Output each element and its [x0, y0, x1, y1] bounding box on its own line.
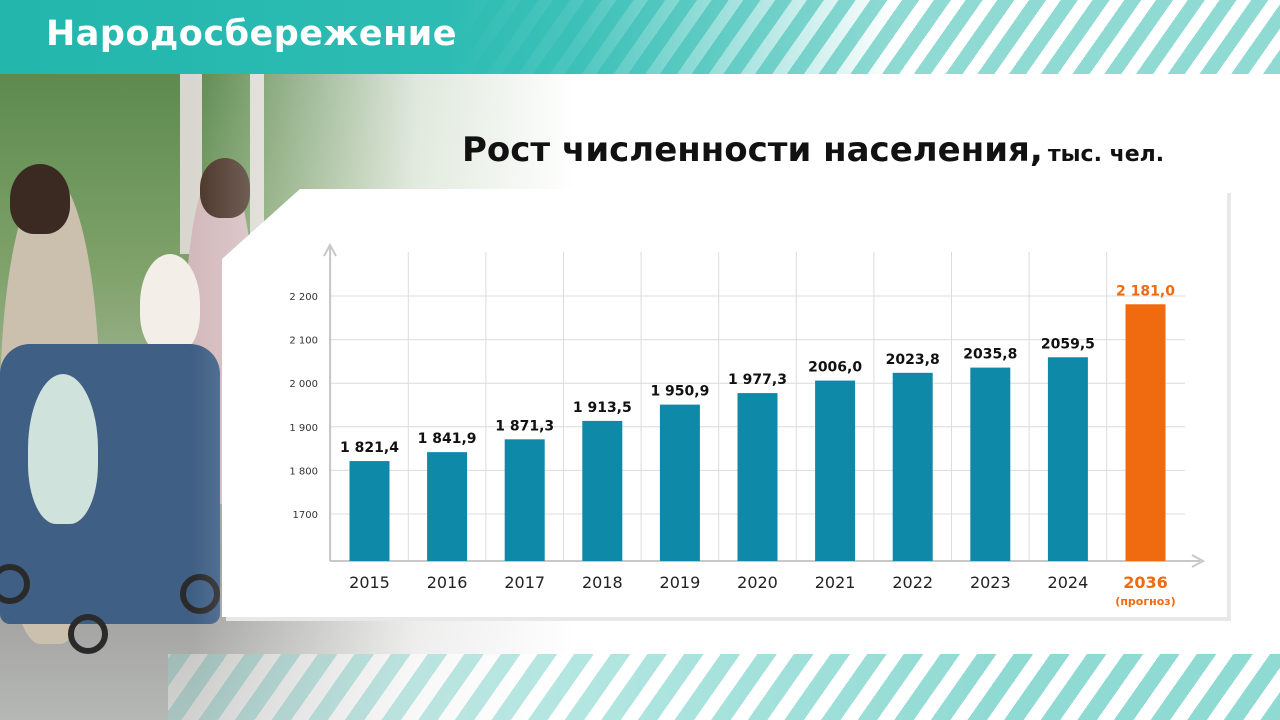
- header-band-fill: [0, 0, 1280, 74]
- bar-2022: [892, 372, 933, 561]
- value-label: 2059,5: [1041, 336, 1095, 352]
- y-axis-ticks: 2 200 2 100 2 000 1 900 1 800 1700: [289, 292, 318, 521]
- bar-2016: [427, 452, 468, 561]
- y-tick-label: 1 800: [289, 466, 318, 477]
- x-tick-note: (прогноз): [1115, 595, 1175, 608]
- y-tick-label: 2 100: [289, 336, 318, 347]
- bar-2036: [1125, 304, 1166, 561]
- value-label: 1 913,5: [573, 400, 632, 416]
- x-tick-label: 2017: [504, 573, 545, 592]
- bar-2020: [737, 393, 778, 561]
- chart-title: Рост численности населения, тыс. чел.: [462, 130, 1164, 170]
- x-tick-label: 2036: [1123, 573, 1168, 592]
- value-label: 2023,8: [886, 352, 940, 368]
- x-tick-label: 2022: [892, 573, 933, 592]
- x-tick-label: 2021: [815, 573, 856, 592]
- x-axis-arrow: [1191, 554, 1206, 568]
- y-tick-label: 2 000: [289, 379, 318, 390]
- x-tick-label: 2019: [660, 573, 701, 592]
- value-label: 1 950,9: [650, 384, 709, 400]
- bar-2021: [815, 380, 856, 561]
- value-label: 1 841,9: [418, 431, 477, 447]
- bar-2019: [659, 404, 700, 561]
- background-photo: [0, 74, 640, 720]
- y-tick-label: 2 200: [289, 292, 318, 303]
- x-tick-label: 2023: [970, 573, 1011, 592]
- x-tick-label: 2024: [1048, 573, 1089, 592]
- bar-2024: [1047, 357, 1088, 561]
- header-band: Народосбережение: [0, 0, 1280, 74]
- brand-title: Народосбережение: [46, 14, 458, 54]
- x-tick-label: 2015: [349, 573, 390, 592]
- bar-2018: [582, 420, 623, 561]
- value-label: 2 181,0: [1116, 283, 1175, 299]
- value-label: 2006,0: [808, 360, 862, 376]
- x-axis-labels: 2015 2016 2017 2018 2019 2020 2021 2022 2023 2024…: [349, 573, 1176, 608]
- chart-bars: [349, 304, 1166, 561]
- x-tick-label: 2020: [737, 573, 778, 592]
- x-tick-label: 2016: [427, 573, 468, 592]
- bar-2023: [970, 367, 1011, 561]
- value-label: 1 977,3: [728, 372, 787, 388]
- footer-stripes: [168, 654, 1280, 720]
- y-tick-label: 1 900: [289, 423, 318, 434]
- value-label: 1 871,3: [495, 418, 554, 434]
- chart-title-main: Рост численности населения,: [462, 130, 1043, 170]
- value-label: 1 821,4: [340, 440, 399, 456]
- y-axis-arrow: [323, 242, 337, 257]
- chart-title-unit: тыс. чел.: [1047, 142, 1165, 167]
- value-labels: 1 821,4 1 841,9 1 871,3 1 913,5 1 950,9 1 977…: [340, 283, 1175, 456]
- y-tick-label: 1700: [293, 510, 318, 521]
- value-label: 2035,8: [963, 347, 1017, 363]
- x-tick-label: 2018: [582, 573, 623, 592]
- bar-2015: [349, 461, 390, 561]
- bar-2017: [504, 439, 545, 561]
